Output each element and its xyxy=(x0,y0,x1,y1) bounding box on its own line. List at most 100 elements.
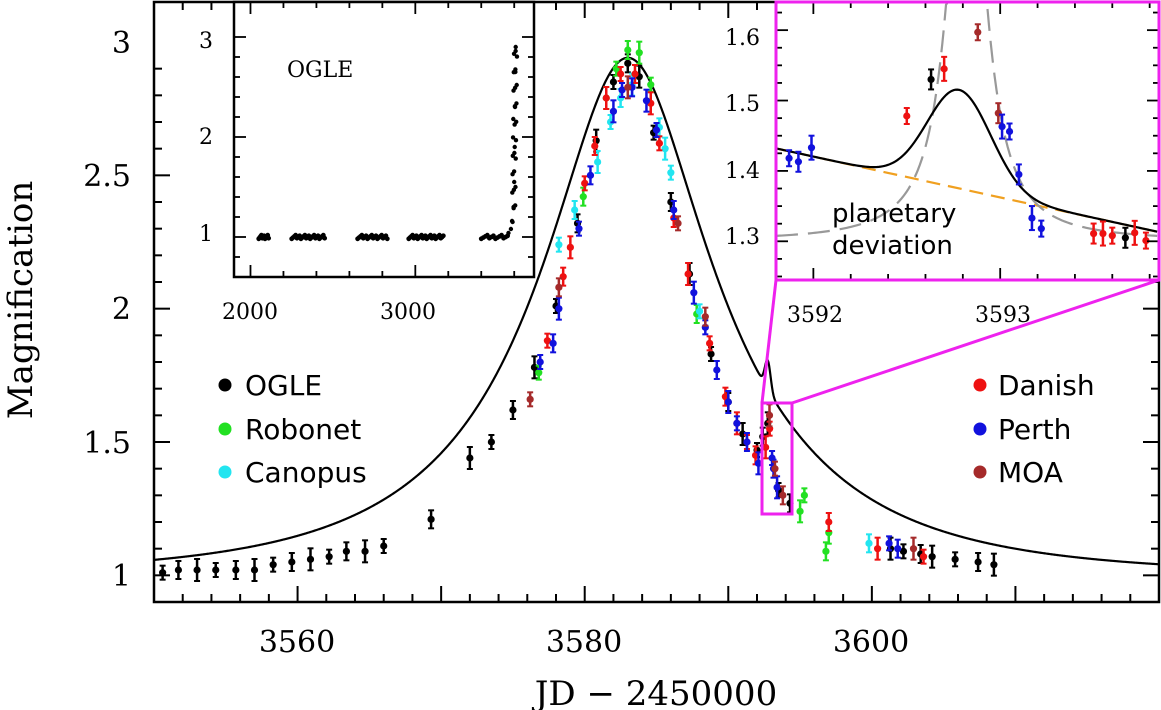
x-tick-label-3560: 3560 xyxy=(259,625,335,660)
marker xyxy=(754,459,763,467)
marker xyxy=(466,454,474,462)
data-point-danish xyxy=(631,64,639,84)
marker xyxy=(571,206,579,214)
data-point-moa xyxy=(771,460,779,477)
marker xyxy=(909,545,918,553)
marker xyxy=(684,270,692,278)
marker xyxy=(635,49,643,57)
marker xyxy=(807,144,816,152)
data-point-perth xyxy=(536,354,544,370)
inset-planet-y-tick-1.4: 1.4 xyxy=(725,159,760,184)
marker xyxy=(232,566,240,574)
data-point-moa xyxy=(674,215,682,232)
data-point-ogle xyxy=(212,562,220,578)
marker xyxy=(427,515,435,523)
data-point-perth xyxy=(609,99,618,124)
inset-planet-note: planetary deviation xyxy=(832,199,956,261)
data-point-perth xyxy=(733,415,741,432)
data-point-ogle xyxy=(928,544,936,569)
inset-planet-point-danish xyxy=(1090,222,1098,245)
marker xyxy=(555,241,563,249)
inset-planet-point-perth xyxy=(807,134,816,161)
inset-baseline-point xyxy=(513,156,518,161)
marker xyxy=(586,171,595,179)
marker xyxy=(825,518,833,526)
data-point-moa xyxy=(779,485,787,506)
marker xyxy=(695,307,704,315)
marker xyxy=(713,366,721,374)
inset-planet-y-tick-1.5: 1.5 xyxy=(725,92,760,117)
marker xyxy=(342,547,350,555)
x-tick-label-3580: 3580 xyxy=(546,625,622,660)
marker xyxy=(555,305,563,313)
data-point-danish xyxy=(617,66,625,82)
marker xyxy=(566,243,574,251)
data-point-ogle xyxy=(380,538,388,554)
data-point-robonet xyxy=(800,487,808,504)
marker xyxy=(724,398,732,406)
data-point-danish xyxy=(655,135,663,152)
x-axis-title: JD − 2450000 xyxy=(532,674,777,710)
data-point-danish xyxy=(684,262,692,286)
inset-baseline-point xyxy=(513,48,518,54)
marker xyxy=(951,555,959,563)
data-point-danish xyxy=(874,536,882,561)
data-point-danish xyxy=(566,235,574,260)
data-point-danish xyxy=(543,332,551,349)
marker xyxy=(940,65,948,73)
data-point-ogle xyxy=(361,539,369,564)
data-point-perth xyxy=(894,538,902,559)
marker xyxy=(1015,170,1023,179)
y-tick-label-3: 3 xyxy=(112,26,131,61)
data-point-perth xyxy=(555,296,563,321)
zoom-connector-right xyxy=(791,278,1160,405)
inset-baseline-point xyxy=(513,44,518,50)
marker xyxy=(1142,236,1150,245)
marker xyxy=(779,491,787,499)
marker xyxy=(325,553,333,561)
y-tick-label-1: 1 xyxy=(112,559,131,594)
marker xyxy=(785,154,793,162)
data-point-danish xyxy=(825,512,833,532)
marker xyxy=(1099,229,1107,238)
legend-marker-ogle xyxy=(218,378,232,392)
inset-planet-point-danish xyxy=(1131,219,1139,246)
data-point-perth xyxy=(586,165,595,186)
marker xyxy=(591,142,599,150)
inset-planet-note-line: planetary xyxy=(832,199,956,229)
zoom-connector-left xyxy=(760,279,778,404)
marker xyxy=(928,553,936,561)
data-point-ogle xyxy=(487,434,495,450)
data-point-danish xyxy=(647,91,655,116)
inset-planet-point-danish xyxy=(1108,226,1116,245)
data-point-ogle xyxy=(342,541,350,562)
inset-planet-point-danish xyxy=(1099,220,1107,247)
legend-label-canopus: Canopus xyxy=(245,456,367,489)
marker xyxy=(543,337,551,345)
inset-baseline-point xyxy=(514,119,519,125)
marker xyxy=(690,289,698,297)
data-point-perth xyxy=(885,535,893,552)
inset-baseline-point xyxy=(511,116,516,122)
data-point-danish xyxy=(706,335,714,352)
data-point-danish xyxy=(559,266,567,287)
legend-marker-perth xyxy=(973,422,987,436)
marker xyxy=(647,81,655,89)
data-point-perth xyxy=(652,122,661,138)
marker xyxy=(1028,214,1036,222)
data-point-robonet xyxy=(647,76,655,93)
marker xyxy=(707,350,715,358)
data-point-ogle xyxy=(951,551,959,568)
inset-baseline-point xyxy=(514,54,520,59)
data-point-perth xyxy=(713,360,721,380)
data-point-ogle xyxy=(509,400,517,420)
marker xyxy=(535,369,543,377)
inset-planet-point-perth xyxy=(794,150,803,173)
marker xyxy=(927,75,935,84)
legend-marker-robonet xyxy=(218,422,232,436)
marker xyxy=(919,553,928,561)
inset-baseline-point xyxy=(510,135,516,140)
marker xyxy=(765,411,774,419)
inset-planet-point-perth xyxy=(1028,205,1036,232)
